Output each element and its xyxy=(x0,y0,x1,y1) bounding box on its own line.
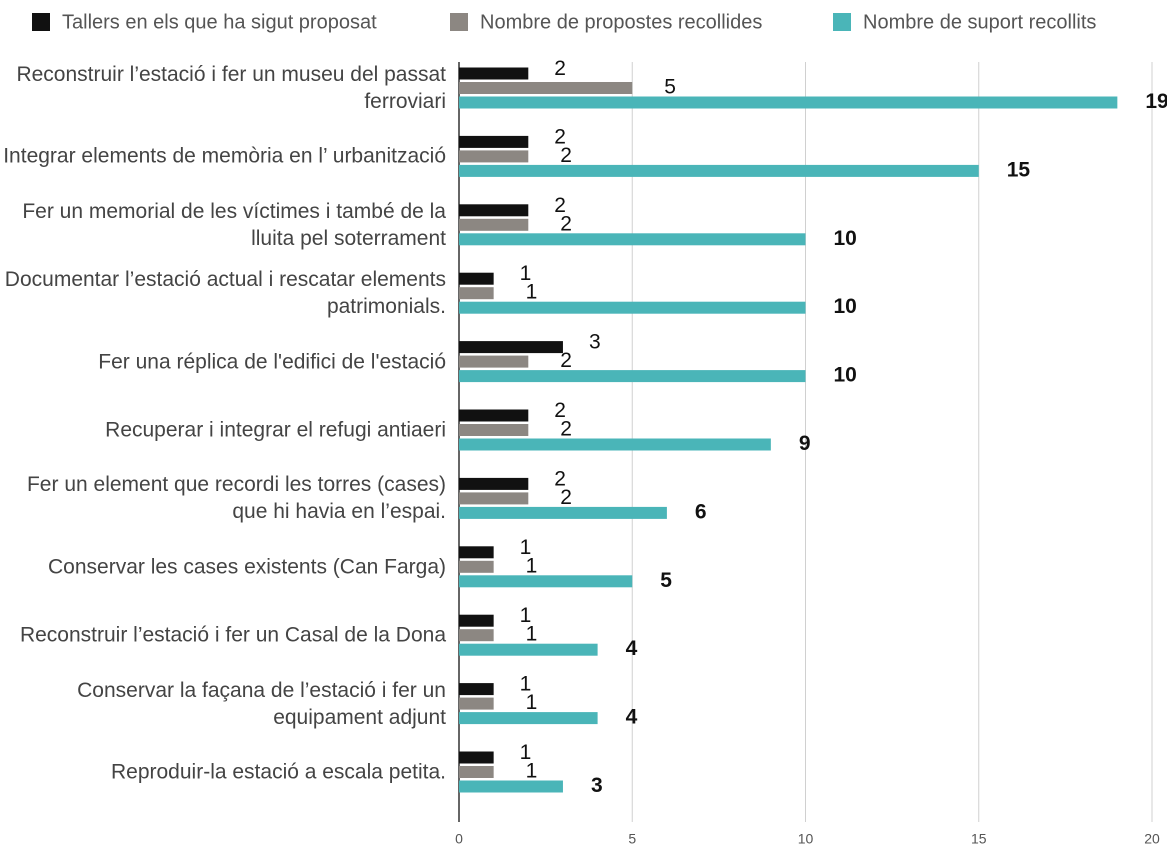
y-tick-label: Conservar la façana de l’estació i fer u… xyxy=(77,678,446,729)
bar xyxy=(459,683,494,696)
data-label: 19 xyxy=(1145,90,1167,113)
bar xyxy=(459,492,529,505)
bar xyxy=(459,751,494,764)
legend-label: Nombre de suport recollits xyxy=(863,11,1096,33)
data-label: 2 xyxy=(560,486,572,509)
bar xyxy=(459,614,494,627)
data-label: 9 xyxy=(799,432,811,455)
data-label: 5 xyxy=(664,76,676,99)
bar xyxy=(459,287,494,300)
bar xyxy=(459,506,667,519)
y-tick-label: Fer un memorial de les víctimes i també … xyxy=(22,199,446,250)
data-label: 1 xyxy=(526,760,538,783)
data-label: 2 xyxy=(554,194,566,217)
y-tick-label: Integrar elements de memòria en l’ urban… xyxy=(3,144,446,168)
data-label: 1 xyxy=(520,741,532,764)
bar xyxy=(459,546,494,559)
legend-swatch xyxy=(833,13,851,31)
data-label: 4 xyxy=(626,637,638,660)
bar xyxy=(459,629,494,642)
data-label: 10 xyxy=(834,295,857,318)
bar xyxy=(459,272,494,285)
data-label: 1 xyxy=(520,262,532,285)
data-label: 2 xyxy=(554,57,566,80)
bar xyxy=(459,150,529,163)
data-label: 1 xyxy=(526,281,538,304)
legend-label: Tallers en els que ha sigut proposat xyxy=(62,11,377,33)
data-label: 2 xyxy=(554,399,566,422)
bar xyxy=(459,301,806,314)
y-tick-label: Reconstruir l’estació i fer un museu del… xyxy=(16,63,446,113)
data-label: 1 xyxy=(526,554,538,577)
bar xyxy=(459,438,771,451)
y-tick-label: Documentar l’estació actual i rescatar e… xyxy=(4,268,446,319)
y-tick-label: Recuperar i integrar el refugi antiaeri xyxy=(105,418,446,442)
bar xyxy=(459,560,494,573)
bar xyxy=(459,643,598,656)
legend-label: Nombre de propostes recollides xyxy=(480,11,762,33)
x-tick-label: 5 xyxy=(628,831,636,847)
x-tick-label: 10 xyxy=(798,831,814,847)
bar xyxy=(459,370,806,383)
data-label: 1 xyxy=(520,604,532,627)
bar xyxy=(459,424,529,436)
data-label: 2 xyxy=(560,418,572,441)
data-label: 10 xyxy=(834,227,857,250)
x-tick-label: 0 xyxy=(455,831,463,847)
bar xyxy=(459,780,563,793)
data-label: 3 xyxy=(591,774,603,797)
y-tick-label: Reconstruir l’estació i fer un Casal de … xyxy=(19,623,446,647)
legend-swatch xyxy=(450,13,468,31)
bar xyxy=(459,355,529,368)
legend-swatch xyxy=(32,13,50,31)
bar xyxy=(459,697,494,710)
y-tick-label: Reproduir-la estació a escala petita. xyxy=(110,760,446,784)
y-tick-label: Conservar les cases existents (Can Farga… xyxy=(48,555,446,579)
bar xyxy=(459,164,979,177)
data-label: 5 xyxy=(660,569,672,592)
bar xyxy=(459,82,633,94)
data-label: 2 xyxy=(554,125,566,148)
bar xyxy=(459,96,1118,109)
data-label: 4 xyxy=(626,706,638,729)
x-tick-label: 20 xyxy=(1144,831,1160,847)
bar xyxy=(459,135,529,148)
bar xyxy=(459,477,529,490)
data-label: 2 xyxy=(560,144,572,167)
bar xyxy=(459,712,598,725)
x-tick-label: 15 xyxy=(971,831,987,847)
bar xyxy=(459,218,529,231)
y-tick-label: Fer una réplica de l'edifici de l'estaci… xyxy=(98,350,446,374)
data-label: 2 xyxy=(560,349,572,372)
bar xyxy=(459,341,563,354)
data-label: 2 xyxy=(554,467,566,490)
data-label: 2 xyxy=(560,212,572,235)
data-label: 3 xyxy=(589,331,601,354)
bar xyxy=(459,575,633,588)
bar xyxy=(459,204,529,217)
data-label: 1 xyxy=(526,691,538,714)
data-label: 6 xyxy=(695,500,707,523)
bar xyxy=(459,233,806,246)
data-label: 10 xyxy=(834,364,857,387)
data-label: 1 xyxy=(526,623,538,646)
y-tick-label: Fer un element que recordi les torres (c… xyxy=(26,473,446,524)
data-label: 1 xyxy=(520,673,532,696)
bar xyxy=(459,409,529,422)
data-label: 1 xyxy=(520,536,532,559)
bar xyxy=(459,766,494,778)
bar xyxy=(459,67,529,80)
data-label: 15 xyxy=(1007,158,1031,181)
